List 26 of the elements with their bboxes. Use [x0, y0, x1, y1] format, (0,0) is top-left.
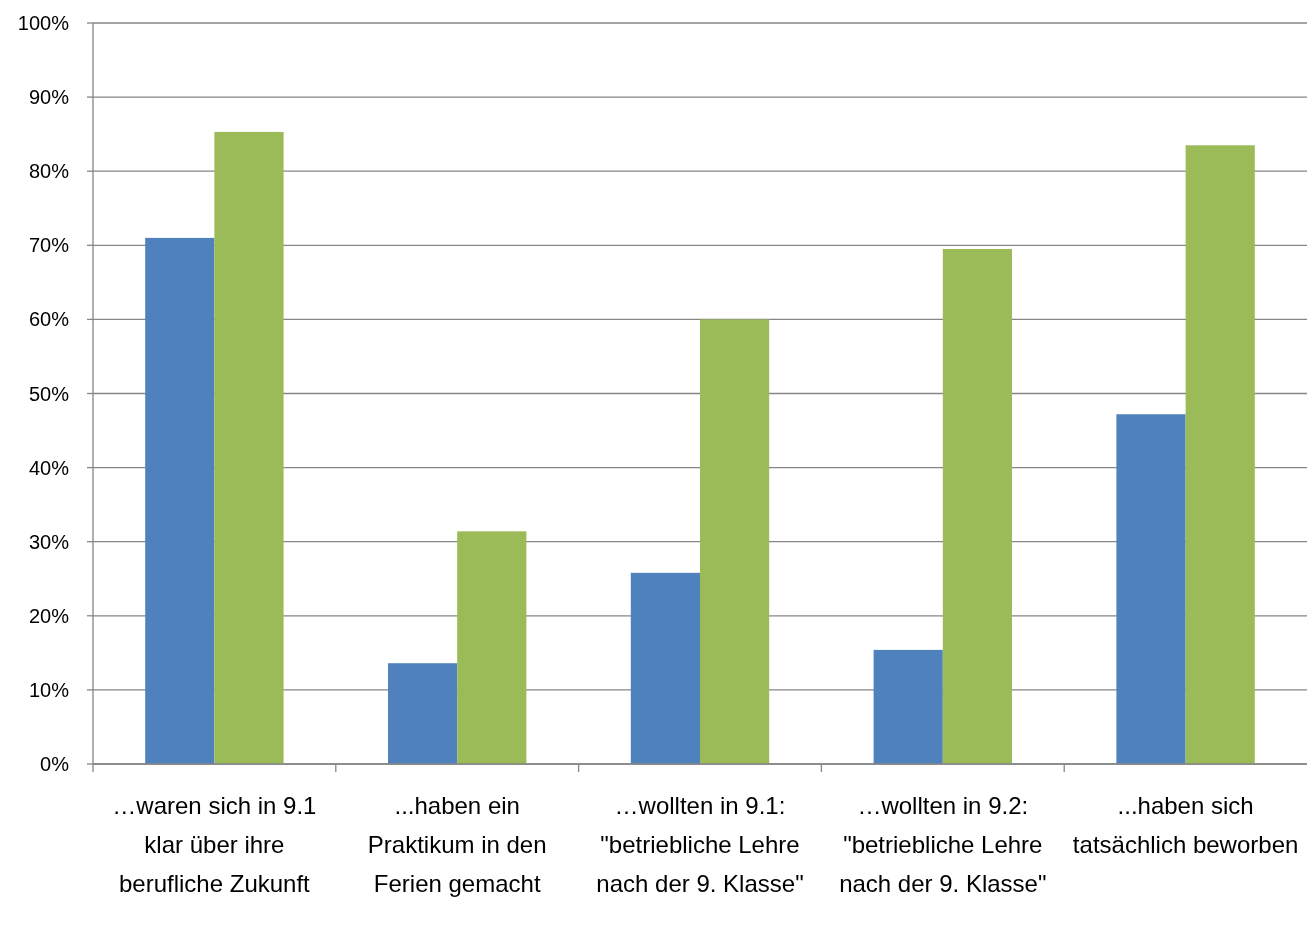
bar	[873, 649, 943, 764]
x-tick-label: …waren sich in 9.1 klar über ihre berufliche Zukunft	[112, 792, 317, 897]
y-tick-label: 90%	[28, 86, 70, 109]
bar	[1185, 145, 1255, 764]
y-tick-label: 40%	[28, 456, 70, 479]
bar	[1116, 414, 1186, 764]
y-tick-label: 50%	[28, 382, 70, 405]
bar	[942, 249, 1012, 764]
y-tick-label: 30%	[28, 530, 70, 553]
bar	[145, 237, 215, 764]
y-tick-label: 10%	[28, 678, 70, 701]
x-tick-label: …wollten in 9.2: "betriebliche Lehre nach der 9. Klasse"	[839, 792, 1047, 897]
bar	[388, 663, 458, 764]
y-tick-label: 100%	[17, 12, 70, 34]
x-tick-label: ...haben sich tatsächlich beworben	[1072, 792, 1299, 858]
bar	[457, 531, 527, 764]
bar	[214, 131, 284, 764]
y-tick-label: 0%	[40, 753, 70, 775]
y-tick-label: 70%	[28, 234, 70, 257]
y-tick-label: 80%	[28, 160, 70, 183]
bar	[700, 319, 770, 764]
y-tick-label: 20%	[28, 604, 70, 627]
x-tick-label: …wollten in 9.1: "betriebliche Lehre nach der 9. Klasse"	[596, 792, 804, 897]
bar	[630, 572, 700, 764]
y-tick-label: 60%	[28, 308, 70, 331]
x-tick-label: ...haben ein Praktikum in den Ferien gemacht	[367, 792, 547, 897]
